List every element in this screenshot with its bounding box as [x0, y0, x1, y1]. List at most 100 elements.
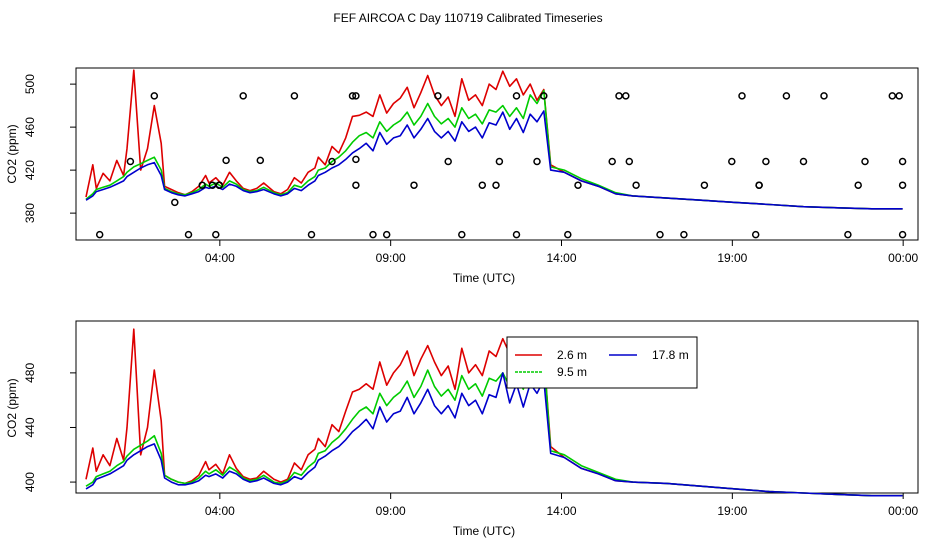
- marker-point: [382, 230, 391, 239]
- x-axis-top: 04:00 09:00 14:00 19:00 00:00: [205, 240, 919, 265]
- marker-point: [198, 181, 206, 189]
- marker-point: [762, 157, 770, 166]
- marker-point: [632, 181, 640, 189]
- marker-point: [751, 230, 760, 239]
- y-axis-label-top: CO2 (ppm): [5, 124, 19, 183]
- x-tick-label: 14:00: [546, 504, 576, 518]
- y-tick-label: 480: [23, 363, 37, 383]
- marker-point: [574, 181, 582, 189]
- marker-point: [458, 230, 466, 239]
- y-tick-label: 460: [23, 117, 37, 137]
- x-tick-label: 14:00: [546, 251, 576, 265]
- y-tick-label: 380: [23, 203, 37, 223]
- legend-label-2-6m: 2.6 m: [557, 348, 587, 362]
- x-tick-label: 04:00: [205, 251, 235, 265]
- marker-point: [126, 157, 135, 166]
- x-tick-label: 09:00: [376, 251, 406, 265]
- series-line-17-8-mm-bottom: [85, 372, 903, 497]
- marker-point: [410, 181, 418, 189]
- marker-point: [799, 157, 808, 166]
- marker-point: [352, 92, 360, 100]
- chart-top: 04:00 09:00 14:00 19:00 00:00 380 420 460 500 T…: [5, 67, 919, 285]
- marker-point: [512, 230, 521, 239]
- series-line-17-8-mm-top: [85, 110, 903, 210]
- marker-point: [625, 157, 634, 166]
- marker-point: [512, 92, 521, 100]
- y-axis-label-bottom: CO2 (ppm): [5, 378, 19, 437]
- marker-point: [352, 181, 360, 189]
- x-axis-label-bottom: Time (UTC): [453, 524, 515, 538]
- marker-point: [608, 157, 616, 166]
- y-tick-label: 500: [23, 74, 37, 94]
- x-tick-label: 00:00: [888, 251, 918, 265]
- series-group-top: [85, 69, 903, 210]
- x-tick-label: 09:00: [376, 504, 406, 518]
- legend-label-17-8m: 17.8 m: [652, 348, 689, 362]
- marker-point: [328, 157, 336, 166]
- y-axis-bottom: 400 440 480: [23, 363, 76, 492]
- series-line-9-5-mm-top: [85, 89, 903, 210]
- marker-point: [782, 92, 791, 100]
- marker-point: [444, 157, 452, 166]
- legend-label-9-5m: 9.5 m: [557, 365, 587, 379]
- marker-point: [820, 92, 828, 100]
- marker-point: [656, 230, 664, 239]
- y-tick-label: 400: [23, 472, 37, 492]
- marker-point: [728, 157, 736, 166]
- marker-point: [844, 230, 852, 239]
- x-axis-label-top: Time (UTC): [453, 271, 515, 285]
- marker-point: [533, 157, 541, 166]
- marker-point: [215, 181, 224, 189]
- marker-point: [307, 230, 316, 239]
- series-line-2-6-mm-bottom: [85, 328, 903, 497]
- marker-point: [615, 92, 623, 100]
- marker-point: [888, 92, 897, 100]
- marker-point: [854, 181, 862, 189]
- marker-point: [239, 92, 247, 100]
- x-tick-label: 04:00: [205, 504, 235, 518]
- marker-point: [171, 198, 179, 207]
- chart-bottom: 04:00 09:00 14:00 19:00 00:00 400 440 480 Time…: [5, 320, 919, 538]
- marker-point: [369, 230, 377, 239]
- y-axis-top: 380 420 460 500: [23, 74, 76, 223]
- legend-box: [506, 336, 698, 389]
- marker-point: [495, 157, 504, 166]
- marker-point: [95, 230, 104, 239]
- marker-point: [184, 230, 193, 239]
- x-tick-label: 19:00: [717, 504, 747, 518]
- series-group-bottom: [85, 328, 903, 497]
- marker-point: [738, 92, 746, 100]
- plot-frame-bottom: [75, 320, 919, 494]
- marker-point: [755, 181, 763, 189]
- marker-point: [898, 181, 907, 189]
- marker-point: [622, 92, 630, 100]
- marker-point: [222, 156, 230, 165]
- marker-point: [212, 230, 220, 239]
- marker-point: [348, 92, 357, 100]
- marker-point: [898, 230, 907, 239]
- marker-point: [208, 181, 217, 189]
- marker-point: [434, 92, 442, 100]
- y-tick-label: 440: [23, 417, 37, 437]
- marker-point: [895, 92, 903, 100]
- marker-point: [898, 157, 907, 166]
- marker-point: [564, 230, 572, 239]
- marker-point: [700, 181, 709, 189]
- series-line-9-5-mm-bottom: [85, 352, 903, 497]
- marker-point: [150, 92, 159, 100]
- marker-point: [352, 155, 360, 164]
- marker-point: [478, 181, 487, 189]
- marker-point: [680, 230, 688, 239]
- marker-point: [861, 157, 869, 166]
- x-tick-label: 00:00: [888, 504, 918, 518]
- marker-point: [256, 156, 265, 165]
- markers-group-top: [95, 92, 907, 239]
- marker-point: [540, 92, 548, 100]
- marker-point: [492, 181, 500, 189]
- plot-frame-top: [75, 67, 919, 241]
- marker-point: [290, 92, 299, 100]
- x-axis-bottom: 04:00 09:00 14:00 19:00 00:00: [205, 493, 919, 518]
- x-tick-label: 19:00: [717, 251, 747, 265]
- figure-title: FEF AIRCOA C Day 110719 Calibrated Times…: [333, 11, 602, 25]
